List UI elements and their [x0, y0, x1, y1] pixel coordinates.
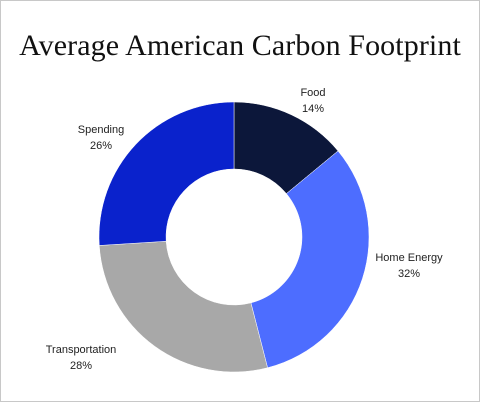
slice-value-label: 26%	[90, 140, 112, 152]
slice-value-label: 32%	[398, 268, 420, 280]
slice-label: Food	[300, 87, 325, 99]
slice-label: Spending	[78, 124, 125, 136]
slice-label: Home Energy	[375, 252, 443, 264]
slice-transportation	[99, 241, 268, 373]
slice-value-label: 28%	[70, 360, 92, 372]
slice-label: Transportation	[46, 344, 117, 356]
slice-spending	[98, 101, 235, 246]
slice-home-energy	[250, 150, 370, 369]
slice-value-label: 14%	[302, 103, 324, 115]
chart-title: Average American Carbon Footprint	[19, 29, 461, 62]
